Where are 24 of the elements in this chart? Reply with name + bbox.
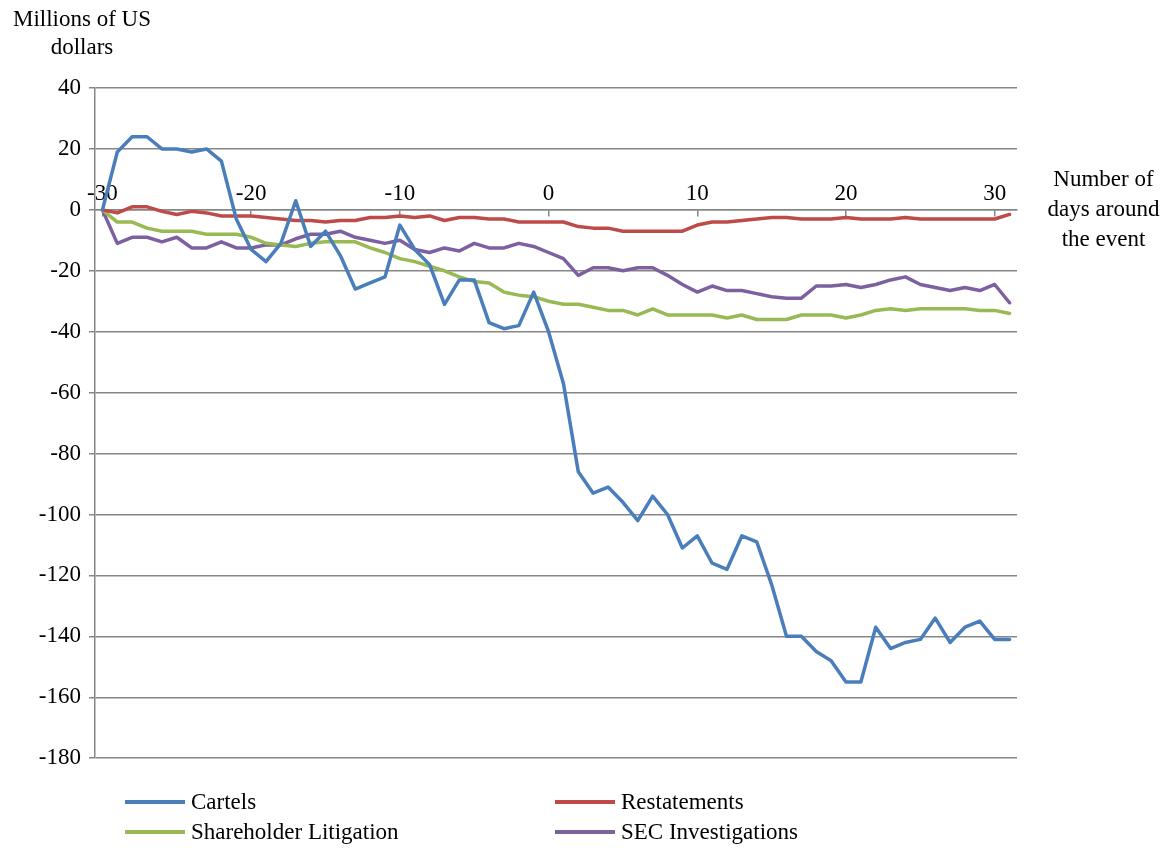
- y-tick-label: -100: [38, 500, 81, 526]
- x-tick-label: 0: [542, 179, 555, 205]
- legend-label: Shareholder Litigation: [191, 818, 399, 846]
- x-tick-label: -20: [235, 179, 267, 205]
- y-tick-label: -120: [38, 561, 81, 587]
- legend-label: Restatements: [621, 788, 744, 816]
- y-tick-label: -20: [50, 256, 81, 282]
- y-tick-label: 40: [58, 74, 81, 100]
- y-tick-label: -180: [38, 744, 81, 770]
- x-tick-label: -10: [384, 179, 416, 205]
- y-tick-label: -140: [38, 622, 81, 648]
- y-tick-label: 20: [58, 134, 81, 160]
- y-tick-label: -80: [50, 439, 81, 465]
- y-tick-label: -60: [50, 378, 81, 404]
- y-tick-label: -160: [38, 683, 81, 709]
- y-tick-label: 0: [69, 195, 81, 221]
- legend-label: Cartels: [191, 788, 257, 816]
- legend-label: SEC Investigations: [621, 818, 798, 846]
- y-tick-label: -40: [50, 317, 81, 343]
- x-axis-title: Number of days around the event: [1047, 165, 1160, 251]
- x-tick-label: 10: [685, 179, 709, 205]
- x-tick-label: 20: [834, 179, 858, 205]
- x-tick-label: 30: [983, 179, 1007, 205]
- y-axis-title: Millions of US dollars: [12, 6, 152, 60]
